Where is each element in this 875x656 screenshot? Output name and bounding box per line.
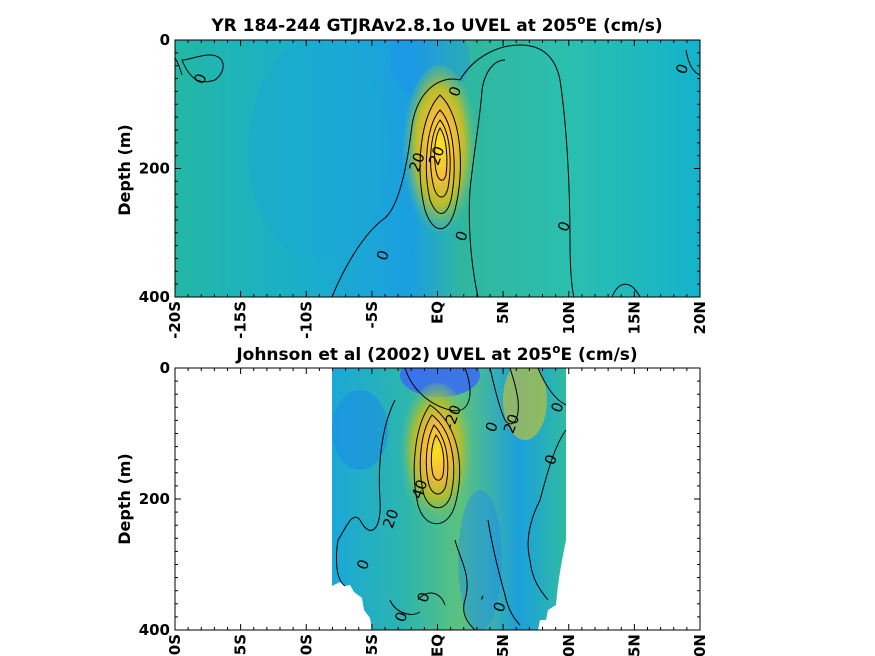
y-tick-label: 400: [139, 288, 170, 306]
x-tick-label: 15N: [625, 634, 643, 656]
y-ticks-observed: 0 200 400: [139, 359, 700, 639]
contour-lines: [175, 44, 700, 297]
x-tick-label: -20S: [166, 634, 184, 656]
undercurrent-core: [399, 383, 475, 533]
field-region: [332, 390, 388, 470]
field-region: [400, 368, 480, 397]
x-tick-label: 5N: [494, 634, 512, 656]
contour-label: 20: [500, 412, 523, 436]
x-tick-label: -15S: [232, 634, 250, 656]
contour-lines: [336, 368, 567, 630]
contour-label: 20: [425, 144, 448, 168]
y-tick-label: 200: [139, 160, 170, 178]
x-tick-label: 20N: [691, 634, 709, 656]
contour-label: 20: [405, 150, 428, 174]
x-tick-label: -15S: [232, 301, 250, 339]
x-tick-label: 15N: [625, 301, 643, 334]
y-ticks-model: 0 200 400: [139, 31, 700, 306]
y-axis-label: Depth (m): [115, 124, 134, 216]
chart-title: Johnson et al (2002) UVEL at 205oE (cm/s…: [235, 342, 637, 365]
y-axis-label: Depth (m): [115, 453, 134, 545]
x-tick-label: 10N: [560, 301, 578, 334]
x-tick-label: 10N: [560, 634, 578, 656]
x-ticks-model: -20S -15S -10S -5S EQ 5N 10N 15N 20N: [166, 40, 709, 339]
y-tick-label: 0: [160, 359, 170, 377]
y-tick-label: 0: [160, 31, 170, 49]
y-tick-label: 400: [139, 621, 170, 639]
chart-title: YR 184-244 GTJRAv2.8.1o UVEL at 205oE (c…: [210, 13, 662, 36]
contour-label: 40: [408, 477, 431, 501]
x-tick-label: 5N: [494, 301, 512, 324]
contour-label: -: [472, 592, 491, 603]
x-ticks-observed: -20S -15S -10S -5S EQ 5N 10N 15N 20N: [166, 368, 709, 656]
undercurrent-core: [402, 65, 478, 245]
x-tick-label: -10S: [297, 301, 315, 339]
x-tick-label: EQ: [429, 301, 447, 324]
x-tick-label: EQ: [429, 634, 447, 656]
x-tick-label: -10S: [297, 634, 315, 656]
x-tick-label: -5S: [363, 634, 381, 656]
field-region: [458, 490, 502, 630]
x-tick-label: -5S: [363, 301, 381, 328]
y-tick-label: 200: [139, 490, 170, 508]
contour-label: 20: [379, 507, 402, 531]
x-tick-label: -20S: [166, 301, 184, 339]
field-region: [248, 40, 388, 260]
x-tick-label: 20N: [691, 301, 709, 334]
